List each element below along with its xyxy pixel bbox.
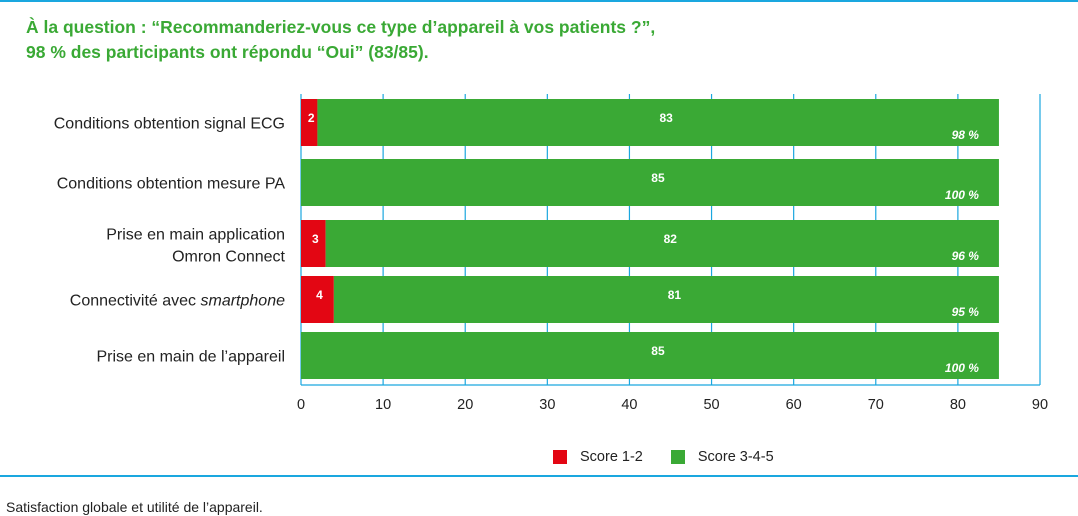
x-tick-label: 40 [621,397,637,413]
bar-score-1-2 [301,220,326,267]
bar-score-1-2 [301,276,334,323]
bar-score-1-2 [301,99,318,146]
bar-score-3-4-5 [301,159,999,206]
data-label-score-1-2: 4 [316,288,323,302]
legend-item: Score 3-4-5 [670,449,774,465]
bar-score-3-4-5 [325,220,999,267]
heading-line-2: 98 % des participants ont répondu “Oui” … [26,42,429,62]
percent-label: 95 % [952,305,980,319]
data-label-score-3-4-5: 85 [651,344,665,358]
data-label-score-3-4-5: 83 [660,111,674,125]
heading-line-1: À la question : “Recommanderiez-vous ce … [26,17,656,37]
x-tick-label: 20 [457,397,473,413]
data-label-score-3-4-5: 85 [651,171,665,185]
category-label: Prise en main de l’appareil [96,349,285,366]
x-tick-label: 70 [868,397,884,413]
figure-caption: Satisfaction globale et utilité de l’app… [6,499,263,515]
percent-label: 98 % [952,128,980,142]
category-label: Conditions obtention signal ECG [54,116,285,133]
x-tick-label: 90 [1032,397,1048,413]
chart-legend: Score 1-2 Score 3-4-5 [553,448,802,466]
top-rule [0,0,1078,2]
bar-score-3-4-5 [333,276,999,323]
category-label-italic-part: smartphone [201,293,286,310]
legend-swatch [670,450,685,464]
x-tick-label: 80 [950,397,966,413]
category-label: Connectivité avec smartphone [70,293,285,310]
data-label-score-1-2: 3 [312,232,319,246]
legend-item: Score 1-2 [553,449,643,465]
category-label-part: Connectivité avec [70,293,201,310]
x-tick-label: 10 [375,397,391,413]
legend-label: Score 3-4-5 [697,449,774,465]
percent-label: 100 % [945,188,979,202]
bar-score-3-4-5 [301,332,999,379]
x-tick-label: 0 [297,397,305,413]
chart-heading: À la question : “Recommanderiez-vous ce … [26,15,1066,65]
category-label: Prise en main application [106,227,285,244]
data-label-score-1-2: 2 [308,111,315,125]
percent-label: 96 % [952,249,980,263]
x-tick-label: 50 [703,397,719,413]
data-label-score-3-4-5: 82 [664,232,678,246]
legend-swatch [553,450,567,464]
category-label: Conditions obtention mesure PA [57,176,286,193]
bar-chart: 0 10 20 30 40 50 60 70 80 90 Conditions obtention … [54,94,1048,413]
bottom-rule [0,475,1078,477]
bar-score-3-4-5 [317,99,999,146]
category-label: Omron Connect [172,249,285,266]
x-tick-label: 60 [786,397,802,413]
legend-label: Score 1-2 [580,449,643,465]
percent-label: 100 % [945,361,979,375]
data-label-score-3-4-5: 81 [668,288,682,302]
x-tick-label: 30 [539,397,555,413]
